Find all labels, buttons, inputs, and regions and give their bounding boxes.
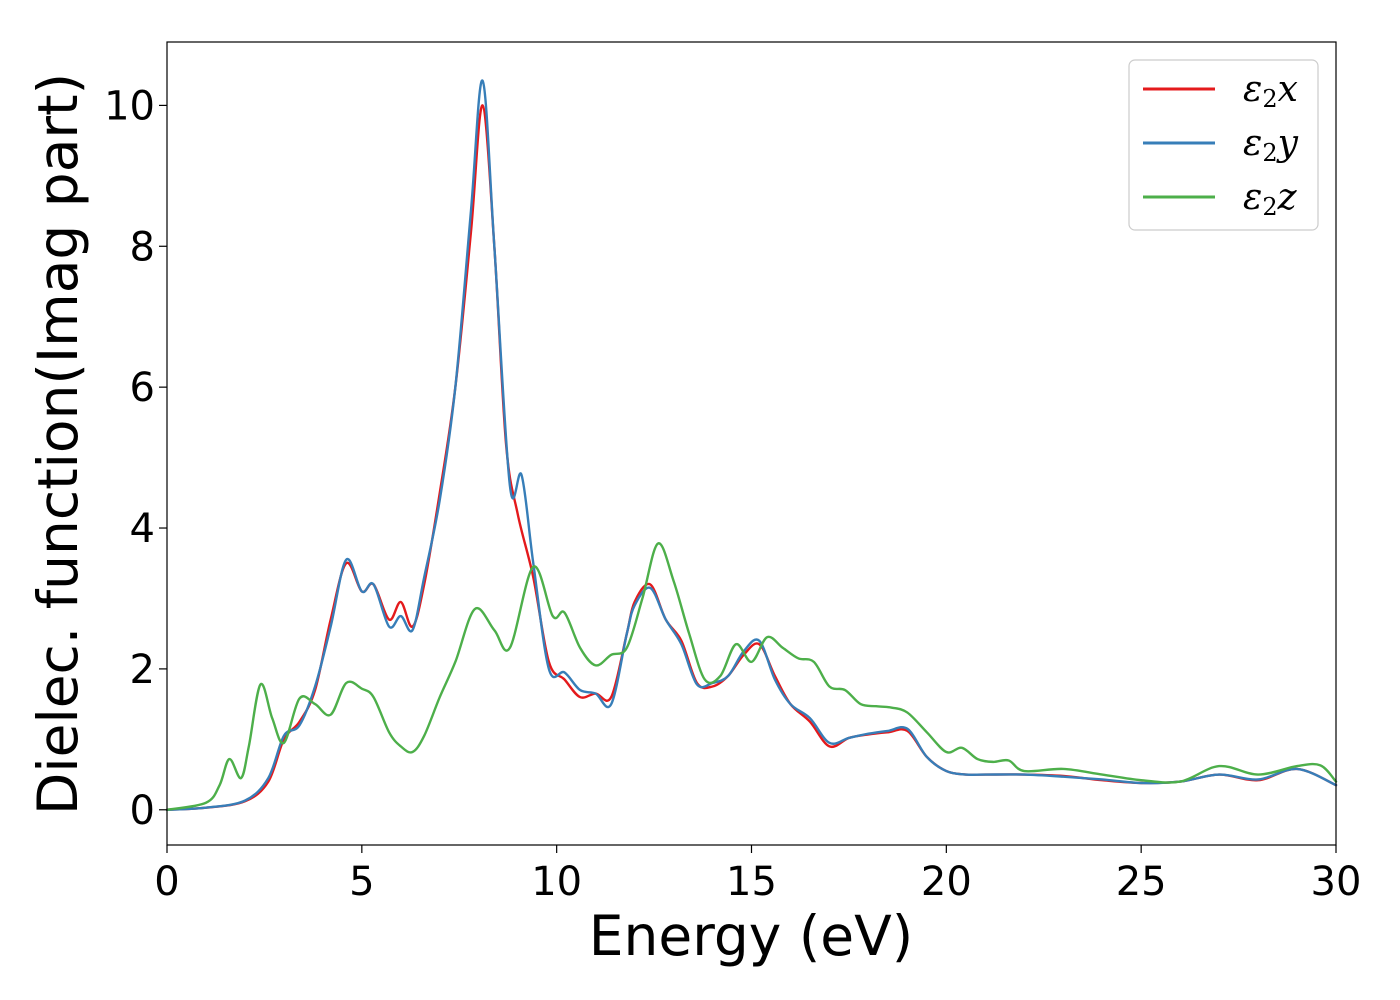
x-tick-label: 0 xyxy=(154,859,179,905)
legend-items: ε2x ε2y ε2z xyxy=(1143,69,1299,221)
series-layer xyxy=(165,79,1338,811)
y-tick-label: 8 xyxy=(130,224,155,270)
series-line-z xyxy=(165,542,1338,811)
x-axis-ticks: 0 5 10 15 20 25 30 xyxy=(154,845,1361,905)
x-tick-label: 30 xyxy=(1311,859,1362,905)
x-tick-label: 5 xyxy=(349,859,374,905)
y-tick-label: 6 xyxy=(130,365,155,411)
y-axis-ticks: 0 2 4 6 8 10 xyxy=(104,83,167,834)
y-axis-title: Dielec. function(Imag part) xyxy=(26,73,90,815)
series-line-y xyxy=(165,79,1338,811)
legend-label-y: ε2y xyxy=(1243,123,1299,167)
y-tick-label: 4 xyxy=(130,506,155,552)
y-tick-label: 2 xyxy=(130,647,155,693)
x-tick-label: 15 xyxy=(726,859,777,905)
y-tick-label: 10 xyxy=(104,83,155,129)
x-tick-label: 20 xyxy=(921,859,972,905)
y-tick-label: 0 xyxy=(130,788,155,834)
x-axis-title: Energy (eV) xyxy=(589,904,913,968)
legend-box xyxy=(1128,59,1319,231)
x-tick-label: 10 xyxy=(531,859,582,905)
legend-label-z: ε2z xyxy=(1243,177,1298,221)
legend: ε2x ε2y ε2z xyxy=(1128,59,1319,231)
legend-label-x: ε2x xyxy=(1243,69,1298,113)
x-tick-label: 25 xyxy=(1116,859,1167,905)
